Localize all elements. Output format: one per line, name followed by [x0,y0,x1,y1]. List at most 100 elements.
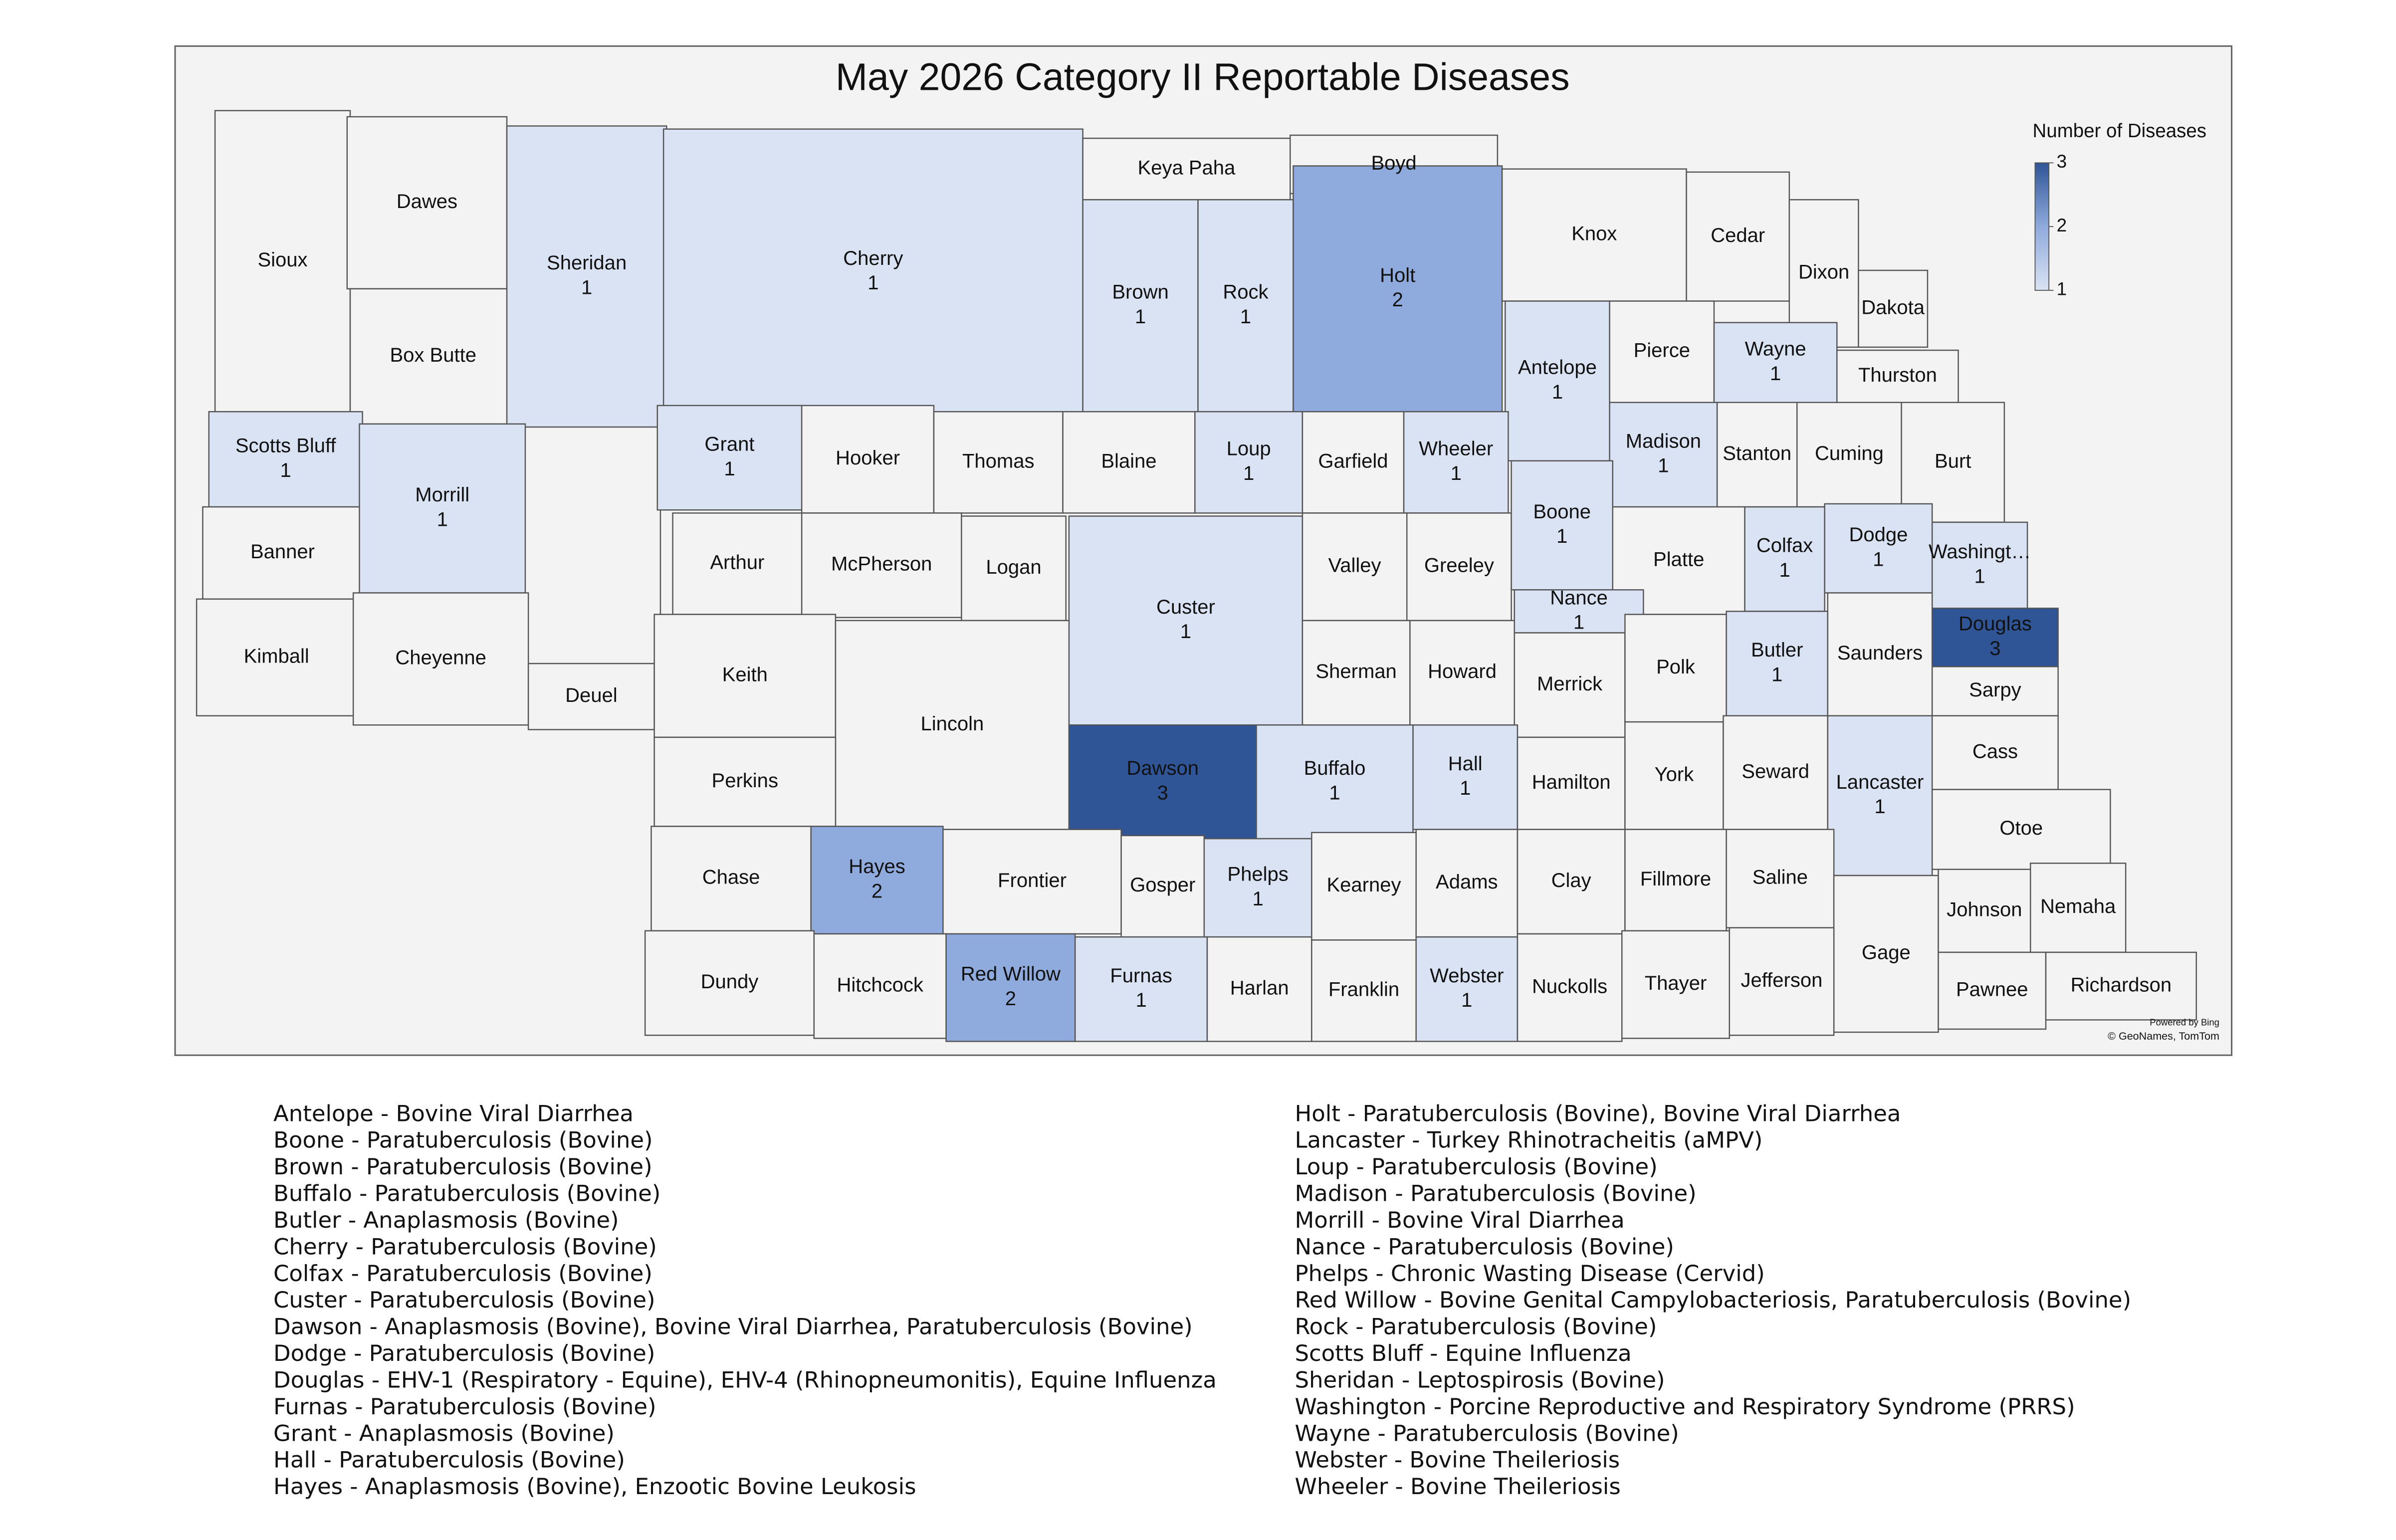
county-name: Dixon [1798,261,1849,283]
county-name: Clay [1551,870,1591,891]
county-count: 1 [1974,565,1985,587]
county [945,933,1076,1042]
county [835,620,1070,830]
county-name: Stanton [1723,442,1791,464]
county-count: 1 [1329,782,1340,804]
disease-entry: Morrill - Bovine Viral Diarrhea [1295,1207,1624,1233]
county [1120,835,1205,938]
disease-entry: Loup - Paratuberculosis (Bovine) [1295,1153,1657,1180]
county-name: Cuming [1815,442,1884,464]
county-count: 3 [1157,782,1168,804]
county-name: Garfield [1318,450,1388,472]
county-name: Greeley [1424,555,1494,577]
county [1744,506,1825,612]
county [1203,838,1312,938]
county-name: Nemaha [2040,895,2116,917]
county-name: Butler [1751,639,1803,661]
county-count: 1 [1873,548,1884,570]
county-name: Cedar [1711,224,1765,246]
county-name: Custer [1156,596,1215,618]
disease-entry: Sheridan - Leptospirosis (Bovine) [1295,1366,1665,1393]
county-name: Lancaster [1836,771,1924,793]
disease-entry: Furnas - Paratuberculosis (Bovine) [273,1393,656,1420]
county-name: Holt [1380,264,1415,286]
county [1931,521,2028,609]
county-name: Morrill [415,484,469,506]
county-name: Wheeler [1419,438,1493,460]
disease-entry: Rock - Paratuberculosis (Bovine) [1295,1314,1657,1340]
county-name: Lincoln [920,713,984,735]
county [653,614,837,738]
county [1938,951,2047,1030]
county [346,116,508,290]
county [1514,589,1644,634]
legend-bar [2034,162,2050,291]
county-name: Valley [1328,555,1381,577]
county-name: Nuckolls [1532,975,1607,997]
county [1858,269,1929,348]
county-name: Merrick [1537,673,1603,695]
county [801,512,962,619]
county-name: Adams [1436,871,1498,893]
county-name: Saline [1752,867,1808,888]
county [1827,715,1933,877]
disease-entry: Dawson - Anaplasmosis (Bovine), Bovine V… [273,1314,1193,1340]
legend-tick-label: 3 [2057,151,2067,172]
county-count: 1 [1180,621,1191,643]
county-name: Arthur [710,552,764,574]
county [656,405,803,511]
county [1624,829,1727,932]
county-count: 1 [1460,777,1471,799]
legend: Number of Diseases 1 2 3 Powered by Bing © Ge… [2033,120,2219,1042]
county [644,930,815,1036]
county [1406,512,1512,622]
disease-entry: Custer - Paratuberculosis (Bovine) [273,1287,655,1313]
county-count: 1 [1556,525,1567,547]
disease-entry: Boone - Paratuberculosis (Bovine) [273,1127,653,1153]
county-count: 1 [437,508,448,530]
county-count: 1 [1658,455,1669,477]
county-name: Pawnee [1956,979,2028,1001]
county [1824,503,1933,594]
county-count: 1 [1874,796,1885,818]
county-count: 1 [1135,989,1146,1011]
county [1621,930,1731,1039]
county-name: Kimball [244,645,309,667]
county-count: 1 [1461,989,1472,1011]
county [1074,936,1208,1042]
county-name: Frontier [998,870,1067,891]
disease-entry: Webster - Bovine Theileriosis [1295,1447,1620,1473]
county-count: 1 [1243,462,1254,484]
disease-entry: Butler - Anaplasmosis (Bovine) [273,1207,619,1233]
county-name: Boone [1533,501,1591,523]
county [942,829,1122,935]
county [352,592,529,726]
county-count: 1 [1451,462,1462,484]
county-count: 1 [1552,381,1563,403]
county-name: Burt [1935,450,1971,472]
disease-entry: Holt - Paratuberculosis (Bovine), Bovine… [1295,1100,1901,1126]
county-name: Wayne [1745,338,1806,360]
county-name: Hamilton [1532,771,1611,793]
county [1082,199,1199,413]
county [506,125,667,428]
county-name: Hall [1448,753,1483,775]
county-count: 2 [871,880,882,902]
disease-entry: Scotts Bluff - Equine Influenza [1295,1340,1631,1366]
county-name: Sioux [257,249,307,271]
county-count: 2 [1392,289,1403,311]
county-count: 1 [724,458,735,480]
county-name: Thomas [962,450,1035,472]
county-count: 1 [1770,363,1781,385]
county [1517,829,1626,935]
disease-entry: Cherry - Paratuberculosis (Bovine) [273,1233,657,1260]
county [208,411,363,508]
legend-tick-label: 1 [2057,279,2067,299]
county [801,405,935,514]
county [1901,402,2005,523]
county [1827,592,1933,717]
county-count: 1 [1240,306,1251,328]
county [1256,724,1414,840]
county [1729,927,1835,1036]
disease-entry: Colfax - Paratuberculosis (Bovine) [273,1260,653,1287]
